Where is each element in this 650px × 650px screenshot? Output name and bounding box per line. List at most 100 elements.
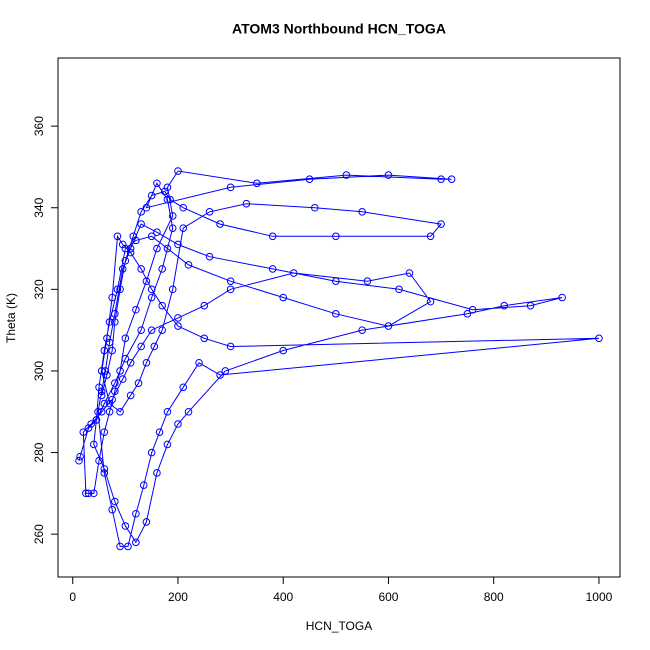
data-point: [137, 208, 145, 216]
data-point: [226, 277, 235, 285]
data-point: [163, 440, 172, 449]
data-point: [289, 269, 298, 277]
data-point: [342, 171, 351, 179]
data-point: [113, 285, 122, 294]
data-point: [97, 367, 106, 375]
data-point: [179, 383, 188, 392]
x-tick-label: 0: [69, 590, 76, 604]
data-point: [100, 346, 109, 355]
data-point: [147, 293, 156, 302]
x-tick-label: 200: [168, 590, 188, 604]
data-point: [153, 244, 161, 253]
y-tick-label: 280: [32, 442, 46, 462]
data-point: [221, 367, 230, 375]
y-tick-label: 320: [32, 279, 46, 299]
data-point: [405, 269, 414, 277]
data-point: [153, 469, 161, 477]
data-point: [134, 379, 143, 387]
x-tick-label: 600: [378, 590, 398, 604]
data-point: [595, 334, 603, 343]
data-point: [332, 232, 340, 241]
data-point: [121, 334, 130, 343]
data-point: [126, 244, 135, 253]
data-point: [158, 301, 166, 310]
data-point: [126, 391, 135, 400]
data-point: [118, 375, 127, 383]
data-point: [437, 220, 445, 228]
data-point: [226, 183, 235, 192]
data-point: [463, 310, 472, 318]
data-point: [305, 175, 314, 183]
data-point: [395, 285, 403, 294]
data-point: [279, 346, 288, 355]
data-point: [195, 358, 203, 367]
data-point: [116, 285, 124, 294]
x-tick-label: 1000: [586, 590, 613, 604]
data-point: [75, 456, 83, 465]
x-tick-label: 400: [273, 590, 293, 604]
data-point: [174, 420, 182, 428]
data-point: [163, 407, 172, 416]
data-point: [118, 265, 127, 273]
data-point: [168, 224, 177, 232]
data-point: [118, 240, 127, 249]
data-point: [121, 244, 130, 253]
data-point: [216, 371, 224, 379]
data-point: [437, 175, 445, 183]
data-point: [147, 448, 156, 457]
data-point: [147, 232, 156, 241]
data-point: [332, 310, 340, 318]
data-point: [310, 203, 319, 212]
data-point: [97, 407, 106, 416]
data-point: [84, 489, 93, 498]
data-point: [79, 428, 88, 436]
data-point: [103, 334, 111, 343]
data-point: [147, 326, 156, 334]
data-point: [97, 391, 106, 400]
data-point: [426, 297, 435, 306]
y-tick-label: 260: [32, 524, 46, 544]
data-point: [384, 322, 393, 330]
data-point: [121, 354, 130, 363]
data-point: [226, 285, 235, 294]
chart-title: ATOM3 Northbound HCN_TOGA: [232, 21, 446, 37]
x-axis-label: HCN_TOGA: [306, 619, 372, 633]
data-point: [179, 203, 188, 212]
data-point: [447, 175, 456, 183]
data-point: [500, 301, 509, 310]
data-point: [468, 305, 477, 314]
data-point: [82, 489, 90, 498]
data-point: [116, 407, 124, 416]
data-point: [174, 314, 182, 322]
data-point: [358, 326, 366, 334]
y-tick-label: 360: [32, 116, 46, 136]
data-point: [100, 469, 109, 477]
data-point: [142, 518, 151, 526]
data-point: [139, 481, 148, 489]
data-point: [132, 538, 140, 547]
data-point: [142, 277, 151, 285]
data-point: [100, 465, 109, 473]
data-point: [126, 248, 135, 257]
data-point: [101, 367, 110, 375]
data-point: [113, 232, 122, 241]
data-point: [105, 338, 114, 347]
data-point: [168, 285, 177, 294]
data-point: [158, 326, 166, 334]
data-point: [332, 277, 340, 285]
data-point: [147, 191, 156, 200]
data-point: [132, 509, 140, 518]
data-point: [142, 358, 151, 367]
data-point: [184, 261, 193, 269]
data-point: [108, 293, 117, 302]
data-point: [268, 232, 277, 241]
data-point: [155, 428, 164, 436]
data-point: [116, 542, 124, 551]
data-point: [89, 440, 98, 449]
data-point: [95, 383, 103, 392]
data-point: [116, 367, 124, 375]
data-point: [363, 277, 372, 285]
data-point: [358, 208, 366, 216]
data-point: [205, 252, 214, 261]
data-point: [95, 456, 103, 465]
